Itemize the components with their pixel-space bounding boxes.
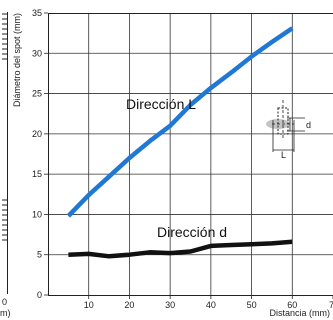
- y-tick-label: 30: [32, 48, 42, 58]
- x-tick-label: 60: [287, 300, 297, 310]
- y-axis-title: Diámetro del spot (mm): [12, 13, 22, 107]
- y-tick-label: 10: [32, 209, 42, 219]
- spot-inset-diagram: d L: [266, 100, 311, 160]
- y-tick-label: 35: [32, 8, 42, 18]
- x-tick-label: 40: [206, 300, 216, 310]
- y-tick-label: 0: [37, 290, 42, 300]
- inset-label-d: d: [306, 120, 311, 130]
- series-line-direccion-l: [66, 26, 294, 218]
- x-axis-title: Distancia (mm): [269, 308, 330, 318]
- y-tick-labels: 0 5 10 15 20 25 30 35: [32, 8, 48, 300]
- y-tick-label: 15: [32, 169, 42, 179]
- y-tick-label: 25: [32, 89, 42, 99]
- left-neighbor-fragment: 0 m): [0, 12, 11, 318]
- x-tick-label: 7: [329, 300, 333, 310]
- left-fragment-unit: m): [0, 308, 11, 318]
- x-tick-label: 50: [247, 300, 257, 310]
- inset-label-L: L: [281, 150, 286, 160]
- plot-frame: [48, 13, 333, 296]
- x-tick-label: 30: [165, 300, 175, 310]
- series-line-direccion-d: [68, 239, 293, 259]
- left-fragment-tick: 0: [2, 297, 7, 307]
- series-label-direccion-d: Dirección d: [157, 224, 227, 240]
- x-tick-label: 20: [124, 300, 134, 310]
- x-tick-label: 10: [84, 300, 94, 310]
- y-tick-label: 5: [37, 250, 42, 260]
- series-label-direccion-l: Dirección L: [126, 96, 196, 112]
- series-lines: [66, 26, 294, 259]
- y-tick-label: 20: [32, 129, 42, 139]
